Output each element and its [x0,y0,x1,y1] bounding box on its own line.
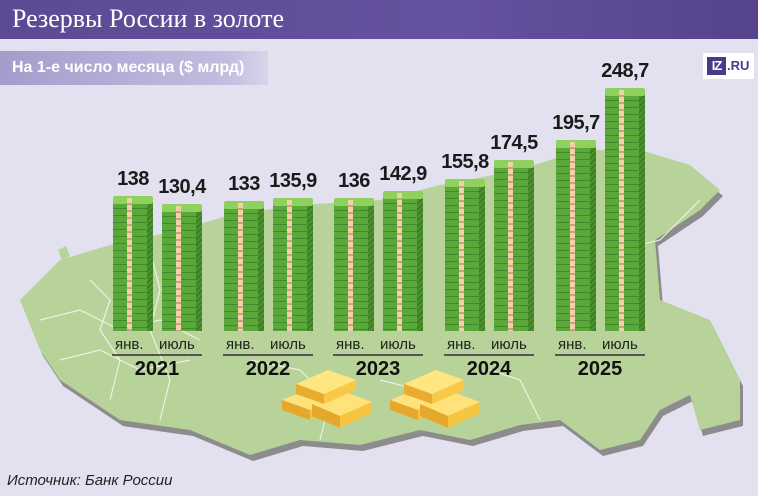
source-note: Источник: Банк России [7,472,173,489]
month-label: июль [602,336,638,353]
year-divider [112,354,202,356]
gold-bars-icon-left [282,370,372,428]
bar-value-label: 195,7 [552,112,600,134]
month-label: янв. [336,336,365,353]
bar-value-label: 142,9 [379,163,427,185]
year-label: 2023 [355,358,401,380]
month-label: июль [491,336,527,353]
bar-value-label: 155,8 [441,151,489,173]
money-stack-bar [445,179,485,331]
money-stack-bar [556,140,596,331]
money-stack-bar [383,191,423,331]
iz-ru-logo: IZ .RU [703,53,754,79]
gold-bars-icon-right [390,370,480,428]
bar-value-label: 136 [338,170,370,192]
month-label: июль [270,336,306,353]
subtitle-bar: На 1-е число месяца ($ млрд) [0,51,268,85]
money-stack-bar [113,196,153,331]
bar-value-label: 135,9 [269,170,317,192]
year-divider [444,354,534,356]
year-divider [333,354,423,356]
bar-value-label: 130,4 [158,176,206,198]
year-label: 2022 [245,358,291,380]
bar-value-label: 174,5 [490,132,538,154]
year-label: 2024 [466,358,512,380]
chart-subtitle: На 1-е число месяца ($ млрд) [12,59,245,76]
year-label: 2021 [134,358,180,380]
month-label: янв. [115,336,144,353]
month-label: янв. [558,336,587,353]
bar-value-label: 133 [228,173,260,195]
money-stack-bar [224,201,264,331]
bar-value-label: 248,7 [601,60,649,82]
year-label: 2025 [577,358,623,380]
month-label: июль [380,336,416,353]
money-stack-bar [273,198,313,331]
money-stack-bar [494,160,534,331]
month-label: янв. [447,336,476,353]
money-stack-bar [162,204,202,331]
bar-value-label: 138 [117,168,149,190]
month-label: июль [159,336,195,353]
page-title: Резервы России в золоте [12,4,284,33]
money-stack-bar [334,198,374,331]
money-stack-bar [605,88,645,331]
logo-mark: IZ [707,57,726,75]
title-bar: Резервы России в золоте [0,0,758,39]
logo-suffix: .RU [727,58,750,73]
month-label: янв. [226,336,255,353]
year-divider [555,354,645,356]
year-divider [223,354,313,356]
